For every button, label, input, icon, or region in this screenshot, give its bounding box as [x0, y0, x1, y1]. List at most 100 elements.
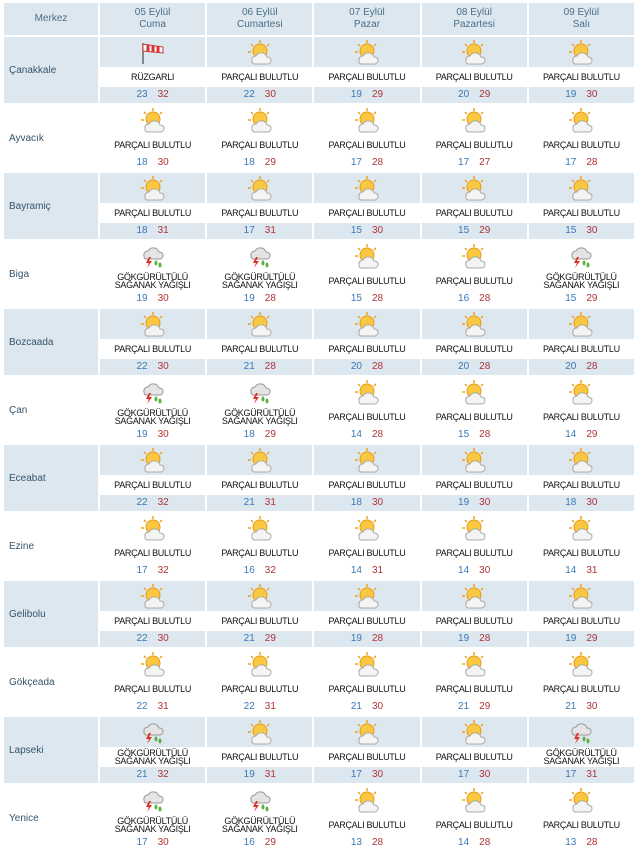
condition-text: PARÇALI BULUTLU [542, 411, 620, 422]
temperatures: 17 30 [422, 767, 527, 783]
condition-text: PARÇALI BULUTLU [435, 683, 513, 694]
temperatures: 17 30 [100, 835, 205, 851]
condition: PARÇALI BULUTLU [421, 271, 527, 291]
city-row: Eceabat PARÇALI BULUTLU 22 32 PARÇALI BULUTL… [4, 445, 634, 511]
weather-icon [422, 309, 527, 339]
condition: PARÇALI BULUTLU [314, 67, 420, 87]
condition-text: PARÇALI BULUTLU [221, 343, 299, 354]
day-header: 08 Eylül Pazartesi [421, 3, 527, 35]
forecast-cell: PARÇALI BULUTLU 17 27 [421, 105, 527, 171]
condition: PARÇALI BULUTLU [207, 543, 313, 563]
weather-icon [100, 581, 205, 611]
condition: PARÇALI BULUTLU [314, 747, 420, 767]
storm-icon [250, 247, 271, 268]
weather-icon [314, 105, 419, 135]
partly-cloudy-icon [569, 516, 593, 541]
high-temp: 28 [479, 361, 491, 372]
condition-text: PARÇALI BULUTLU [328, 683, 406, 694]
low-temp: 13 [350, 837, 362, 848]
low-temp: 17 [565, 157, 577, 168]
weather-icon [314, 309, 419, 339]
weather-icon [422, 513, 527, 543]
weather-icon [529, 785, 634, 815]
high-temp: 30 [157, 429, 169, 440]
condition-text: PARÇALI BULUTLU [435, 615, 513, 626]
condition-text: GÖKGÜRÜLTÜLÜ SAĞANAK YAĞIŞLI [543, 747, 620, 766]
weather-icon [100, 445, 205, 475]
low-temp: 20 [350, 361, 362, 372]
high-temp: 30 [586, 701, 598, 712]
condition: PARÇALI BULUTLU [314, 679, 420, 699]
partly-cloudy-icon [462, 312, 486, 337]
high-temp: 30 [586, 225, 598, 236]
temperatures: 19 29 [314, 87, 419, 103]
condition-text: PARÇALI BULUTLU [328, 615, 406, 626]
weather-icon [207, 445, 312, 475]
temperatures: 22 30 [207, 87, 312, 103]
high-temp: 28 [371, 293, 384, 304]
condition: PARÇALI BULUTLU [314, 203, 420, 223]
high-temp: 31 [264, 497, 276, 508]
high-temp: 30 [157, 837, 169, 848]
temperatures: 15 28 [314, 291, 419, 307]
condition: PARÇALI BULUTLU [314, 543, 420, 563]
partly-cloudy-icon [569, 584, 593, 609]
condition-text: PARÇALI BULUTLU [114, 139, 192, 150]
forecast-cell: GÖKGÜRÜLTÜLÜ SAĞANAK YAĞIŞLI 15 29 [528, 241, 634, 307]
day-header: 06 Eylül Cumartesi [207, 3, 313, 35]
temperatures: 19 30 [529, 87, 634, 103]
weather-icon [100, 309, 205, 339]
partly-cloudy-icon [354, 448, 379, 473]
forecast-cell: GÖKGÜRÜLTÜLÜ SAĞANAK YAĞIŞLI 18 29 [207, 377, 313, 443]
condition: PARÇALI BULUTLU [100, 543, 206, 563]
condition-text: PARÇALI BULUTLU [328, 207, 406, 218]
low-temp: 14 [350, 565, 362, 576]
partly-cloudy-icon [569, 40, 593, 65]
condition: PARÇALI BULUTLU [421, 135, 527, 155]
day-header: 09 Eylül Salı [528, 3, 634, 35]
forecast-cell: PARÇALI BULUTLU 21 29 [207, 581, 313, 647]
low-temp: 14 [458, 837, 470, 848]
weather-icon [207, 717, 312, 747]
high-temp: 30 [479, 497, 491, 508]
weather-icon [422, 717, 527, 747]
weather-icon [422, 649, 527, 679]
condition-text: PARÇALI BULUTLU [328, 751, 406, 762]
partly-cloudy-icon [354, 720, 379, 745]
high-temp: 29 [264, 633, 276, 644]
condition-text: PARÇALI BULUTLU [328, 343, 406, 354]
low-temp: 21 [565, 701, 577, 712]
temperatures: 18 29 [207, 427, 312, 443]
day-header: 05 Eylül Cuma [100, 3, 206, 35]
weather-icon [314, 717, 419, 747]
low-temp: 21 [136, 769, 148, 780]
condition-text: PARÇALI BULUTLU [542, 207, 620, 218]
forecast-cell: PARÇALI BULUTLU 22 32 [100, 445, 206, 511]
low-temp: 18 [136, 157, 148, 168]
low-temp: 17 [458, 769, 470, 780]
corner-header: Merkez [4, 3, 98, 35]
forecast-cell: PARÇALI BULUTLU 19 29 [314, 37, 420, 103]
low-temp: 19 [243, 769, 255, 780]
condition: PARÇALI BULUTLU [421, 679, 527, 699]
condition: PARÇALI BULUTLU [528, 611, 634, 631]
low-temp: 17 [136, 565, 148, 576]
high-temp: 29 [479, 701, 491, 712]
condition-text: GÖKGÜRÜLTÜLÜ SAĞANAK YAĞIŞLI [114, 407, 191, 426]
condition-text: PARÇALI BULUTLU [114, 615, 192, 626]
high-temp: 29 [586, 293, 598, 304]
condition-text: PARÇALI BULUTLU [542, 547, 620, 558]
temperatures: 18 30 [314, 495, 419, 511]
forecast-cell: GÖKGÜRÜLTÜLÜ SAĞANAK YAĞIŞLI 19 30 [100, 241, 206, 307]
condition-text: PARÇALI BULUTLU [435, 751, 513, 762]
condition: PARÇALI BULUTLU [528, 543, 634, 563]
high-temp: 28 [586, 837, 598, 848]
weather-icon [422, 377, 527, 407]
temperatures: 13 28 [314, 835, 419, 851]
condition: GÖKGÜRÜLTÜLÜ SAĞANAK YAĞIŞLI [207, 815, 313, 835]
temperatures: 17 28 [529, 155, 634, 171]
weather-icon [529, 37, 634, 67]
temperatures: 14 28 [422, 835, 527, 851]
low-temp: 21 [458, 701, 470, 712]
temperatures: 17 31 [207, 223, 312, 239]
